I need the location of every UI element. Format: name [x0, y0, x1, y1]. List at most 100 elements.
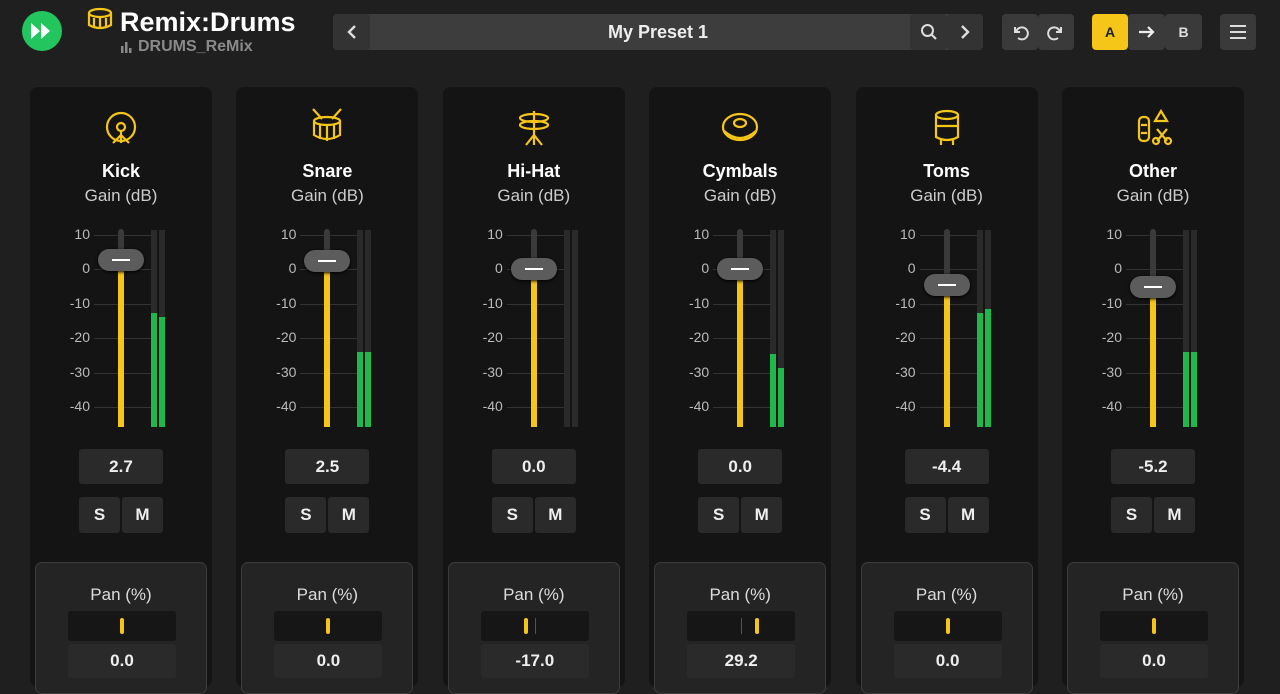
gain-value[interactable]: -4.4: [904, 449, 989, 484]
meter-level: [357, 352, 364, 427]
scale-line: [919, 407, 980, 408]
channel-name: Hi-Hat: [507, 161, 561, 181]
next-preset[interactable]: [947, 14, 983, 50]
channel-icon: [512, 107, 556, 149]
pan-value[interactable]: -17.0: [480, 644, 589, 678]
scale-label: 10: [1106, 226, 1122, 242]
scale-label: 10: [487, 226, 503, 242]
meter-bg: [365, 230, 372, 427]
meter-level: [984, 308, 991, 427]
icon: [722, 112, 759, 142]
mute-button[interactable]: M: [1154, 497, 1195, 533]
search-preset[interactable]: [910, 14, 947, 50]
meter-bg: [1191, 230, 1197, 427]
pan-slider[interactable]: [893, 611, 1002, 641]
fader-fill: [737, 269, 744, 427]
compare-a[interactable]: A: [1092, 14, 1128, 50]
pan-slider[interactable]: [1100, 611, 1208, 641]
icon: [312, 108, 343, 141]
gain-value[interactable]: 2.5: [285, 449, 370, 484]
copy-a-to-b[interactable]: [1128, 14, 1165, 50]
gain-value[interactable]: 0.0: [698, 449, 783, 484]
pan-label: Pan (%): [915, 585, 978, 604]
knob-grip: [524, 268, 543, 271]
scale-label: -10: [1101, 294, 1122, 311]
pan-label: Pan (%): [90, 585, 152, 604]
preset-bar: My Preset 1: [333, 14, 983, 50]
scale-line: [1126, 303, 1186, 305]
preset-name[interactable]: My Preset 1: [607, 21, 709, 42]
pan-value[interactable]: 0.0: [68, 644, 176, 678]
header-graphics: [22, 7, 132, 53]
pan-slider[interactable]: [480, 611, 589, 641]
channel-name: Toms: [923, 161, 970, 181]
pan-slider[interactable]: [274, 611, 383, 641]
pan-slider[interactable]: [687, 611, 796, 641]
channel-strip: Hi-Hat Gain (dB) 10 0 -10 -20 -30 -40 0.0 S M Pan (…: [442, 87, 625, 694]
scale-label: -30: [276, 363, 297, 380]
mute-button[interactable]: M: [947, 497, 989, 533]
scale-label: -10: [69, 294, 90, 311]
mute-button[interactable]: M: [534, 497, 576, 533]
channel-name: Snare: [302, 161, 353, 181]
pan-label: Pan (%): [1122, 585, 1184, 604]
solo-button[interactable]: S: [904, 497, 946, 533]
pan-value[interactable]: 0.0: [274, 644, 383, 678]
scale-label: -10: [688, 294, 710, 311]
meter-bg: [571, 230, 578, 427]
scale-line: [713, 235, 774, 236]
scale-label: 0: [1114, 260, 1122, 277]
knob-grip: [112, 259, 130, 262]
scale-line: [1126, 235, 1186, 236]
scale-line: [94, 372, 154, 374]
pan-slider[interactable]: [68, 611, 176, 641]
gain-value[interactable]: -5.2: [1111, 449, 1195, 484]
redo[interactable]: [1038, 14, 1074, 50]
scale-label: -40: [482, 398, 503, 414]
mute-button[interactable]: M: [741, 497, 783, 533]
fader-knob[interactable]: [98, 249, 144, 272]
pan-center: [741, 618, 743, 634]
solo-button[interactable]: S: [698, 497, 740, 533]
fader-knob[interactable]: [1130, 276, 1176, 299]
scale-label: 0: [495, 260, 503, 277]
meter-level: [365, 352, 372, 427]
solo-button[interactable]: S: [285, 497, 327, 533]
meter-level: [778, 367, 785, 427]
fader-knob[interactable]: [923, 273, 970, 296]
pan-value[interactable]: 0.0: [1100, 644, 1208, 678]
solo-button[interactable]: S: [79, 497, 120, 533]
scale-line: [1126, 269, 1186, 271]
channel-strip: Snare Gain (dB) 10 0 -10 -20 -30 -40 2.5 S M Pan (%…: [236, 87, 419, 694]
meter-bg: [357, 230, 364, 427]
channel-strip: Cymbals Gain (dB) 10 0 -10 -20 -30 -40 0.0 S M Pan …: [649, 87, 832, 694]
meter-bg: [770, 230, 777, 427]
scale-line: [506, 372, 567, 374]
compare-b[interactable]: B: [1165, 14, 1202, 50]
pan-value[interactable]: 0.0: [893, 644, 1002, 678]
channel-icon: [99, 107, 143, 149]
fader-knob[interactable]: [510, 258, 557, 281]
gain-value[interactable]: 2.7: [79, 449, 163, 484]
scale-line: [94, 338, 154, 340]
undo[interactable]: [1002, 14, 1038, 50]
mute-button[interactable]: M: [328, 497, 370, 533]
pan-section: Pan (%) 0.0: [1067, 562, 1239, 694]
gain-value[interactable]: 0.0: [491, 449, 576, 484]
solo-button[interactable]: S: [491, 497, 533, 533]
scale-line: [94, 407, 154, 408]
scale-label: -10: [482, 294, 503, 311]
scale-line: [919, 303, 980, 305]
pan-value[interactable]: 29.2: [687, 644, 796, 678]
solo-button[interactable]: S: [1111, 497, 1152, 533]
scale-line: [1126, 407, 1186, 408]
menu[interactable]: [1220, 14, 1256, 50]
icon: [934, 109, 959, 145]
channel-strip: Other Gain (dB) 10 0 -10 -20 -30 -40 -5.2 S M Pan (…: [1062, 87, 1244, 694]
mute-button[interactable]: M: [122, 497, 163, 533]
fader-knob[interactable]: [717, 258, 764, 281]
scale-label: -40: [69, 398, 90, 414]
prev-preset[interactable]: [333, 14, 370, 50]
meter-level: [770, 354, 777, 427]
fader-knob[interactable]: [304, 249, 351, 272]
